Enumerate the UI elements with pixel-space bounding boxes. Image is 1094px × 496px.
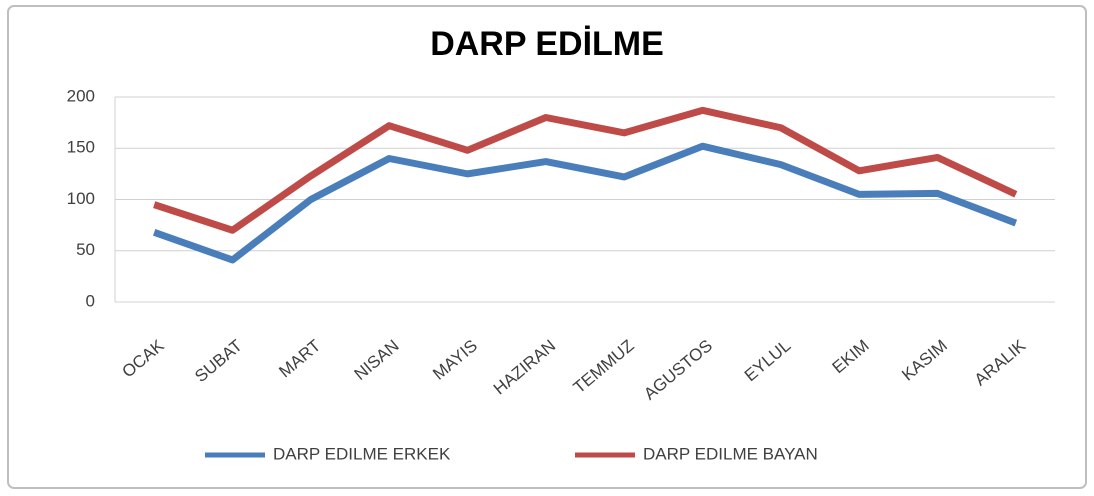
y-tick-label: 100 (67, 189, 95, 208)
legend-label: DARP EDILME BAYAN (643, 444, 818, 463)
y-tick-label: 0 (86, 291, 95, 310)
chart-title: DARP EDİLME (430, 25, 664, 63)
series-line (153, 142, 1018, 264)
y-tick-label: 200 (67, 86, 95, 105)
legend-label: DARP EDILME ERKEK (273, 444, 451, 463)
chart-frame (7, 5, 1087, 489)
y-tick-label: 150 (67, 138, 95, 157)
y-tick-label: 50 (76, 240, 95, 259)
series-line (153, 106, 1018, 234)
